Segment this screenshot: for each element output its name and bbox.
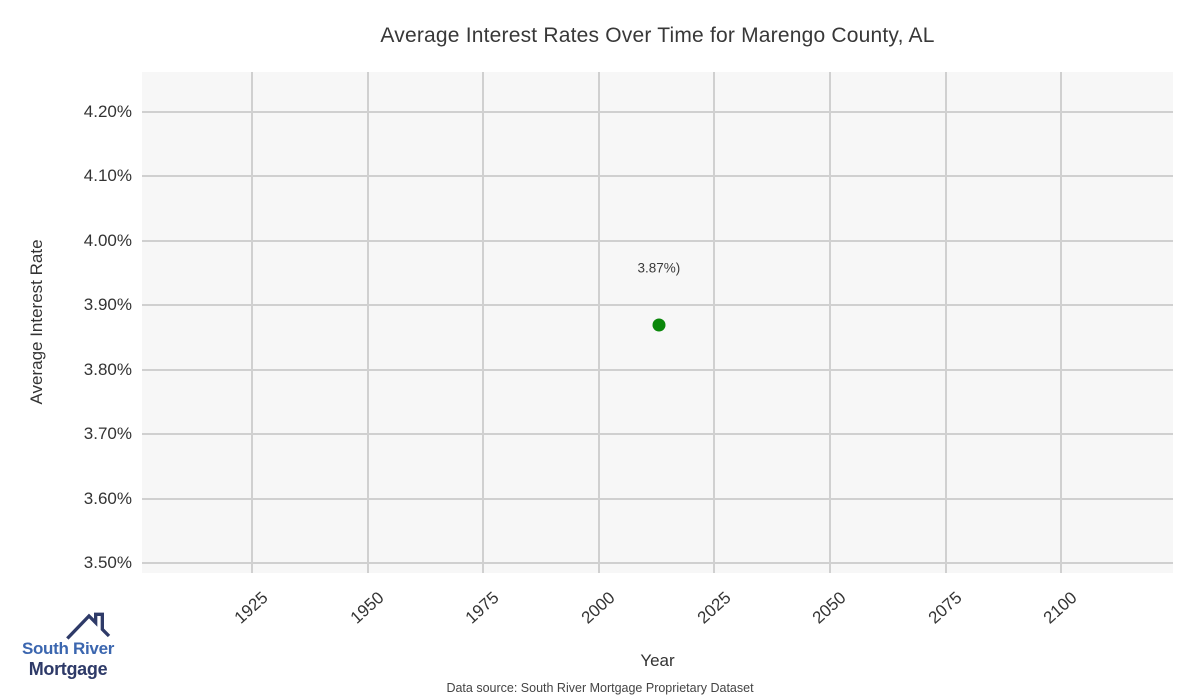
y-tick-label: 4.20% [83,102,132,121]
y-axis: 3.50% 3.60% 3.70% 3.80% 3.90% 4.00% 4.10% 4.20% [0,72,142,573]
y-tick-label: 3.50% [83,553,132,572]
x-tick-text: 2025 [693,588,735,628]
x-tick-text: 2000 [577,588,619,628]
gridline-horizontal [142,304,1173,307]
south-river-mortgage-logo: South River Mortgage [18,611,118,680]
data-source-caption: Data source: South River Mortgage Propri… [446,681,754,695]
x-tick-text: 1925 [230,588,272,628]
y-tick-label: 3.70% [83,424,132,444]
logo-text-line1: South River [21,639,115,658]
gridline-vertical [944,72,947,573]
gridline-horizontal [142,239,1173,242]
x-tick-text: 1950 [346,588,388,628]
y-tick-label: 3.90% [83,295,132,315]
gridline-vertical [828,72,831,573]
y-axis-label: Average Interest Rate [27,239,46,405]
x-tick-text: 2050 [808,588,850,628]
gridline-vertical [1060,72,1063,573]
gridline-vertical [251,72,254,573]
x-axis-label: Year [640,651,675,670]
gridline-horizontal [142,368,1173,371]
gridline-vertical [713,72,716,573]
logo-text-line2: Mortgage [28,659,108,679]
chart-title: Average Interest Rates Over Time for Mar… [380,24,935,47]
y-tick-label: 3.80% [83,359,132,379]
scatter-point [652,318,666,332]
y-tick-label: 4.00% [83,230,132,250]
gridline-horizontal [142,433,1173,436]
plot-area: 3.87%) [142,72,1173,573]
x-tick-text: 2100 [1039,588,1081,628]
x-tick-text: 1975 [462,588,503,628]
house-roof-icon [66,612,111,640]
gridline-horizontal [142,497,1173,500]
gridline-horizontal [142,562,1173,564]
gridline-vertical [482,72,485,573]
point-annotation: 3.87%) [637,260,681,276]
y-tick-label: 4.10% [83,166,132,186]
y-tick-label: 3.60% [83,488,132,508]
gridline-vertical [366,72,369,573]
x-tick-text: 2075 [924,588,966,628]
gridline-horizontal [142,111,1173,113]
gridline-vertical [597,72,600,573]
x-axis: 1925 1950 1975 2000 2025 2050 2075 2100 [142,573,1173,633]
gridline-horizontal [142,175,1173,178]
